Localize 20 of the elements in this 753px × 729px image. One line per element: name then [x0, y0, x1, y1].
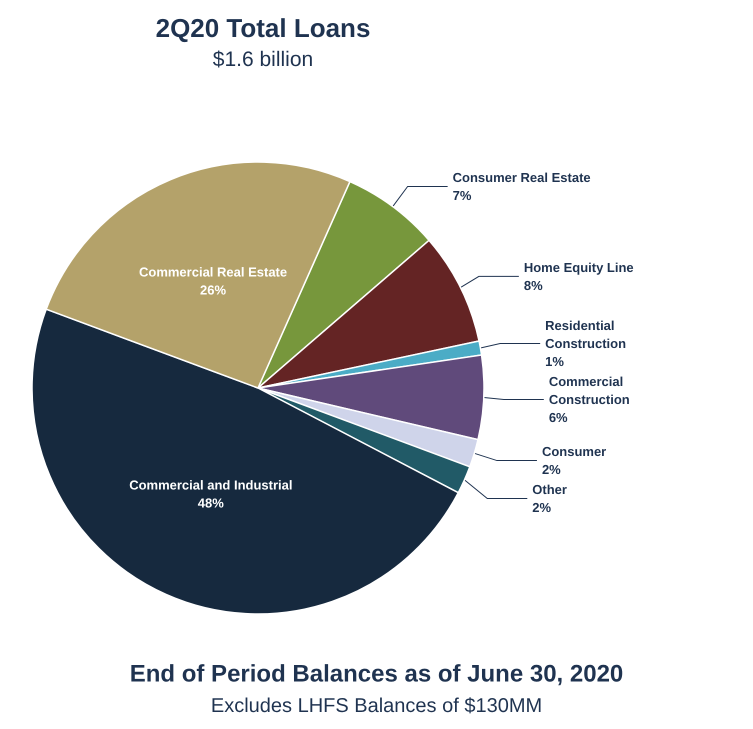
- data-label: 48%: [198, 495, 224, 510]
- data-label: 1%: [545, 354, 564, 370]
- slice-label: Commercial Real Estate: [138, 264, 288, 280]
- data-label: 7%: [452, 188, 472, 203]
- text: End of Period Balances as of June 30, 2020: [130, 660, 624, 688]
- data-label: 26%: [200, 282, 226, 298]
- slice-label: Residential Construction: [545, 318, 626, 352]
- data-label: 2%: [532, 500, 552, 516]
- slice-label: Home Equity Line: [524, 260, 634, 275]
- slice-label: Other: [532, 482, 567, 498]
- data-label: 6%: [548, 410, 568, 426]
- slice-label: Consumer Real Estate: [452, 170, 591, 185]
- slice-label: Commercial and Industrial: [129, 477, 292, 492]
- data-label: 8%: [524, 278, 544, 293]
- slice-label: Consumer: [542, 444, 606, 460]
- text: Excludes LHFS Balances of $130MM: [210, 695, 542, 717]
- data-label: 2%: [542, 462, 562, 478]
- chart-title: 2Q20 Total Loans: [156, 13, 370, 43]
- slice-label: Commercial Construction: [548, 374, 630, 408]
- chart-subtitle: $1.6 billion: [212, 48, 314, 71]
